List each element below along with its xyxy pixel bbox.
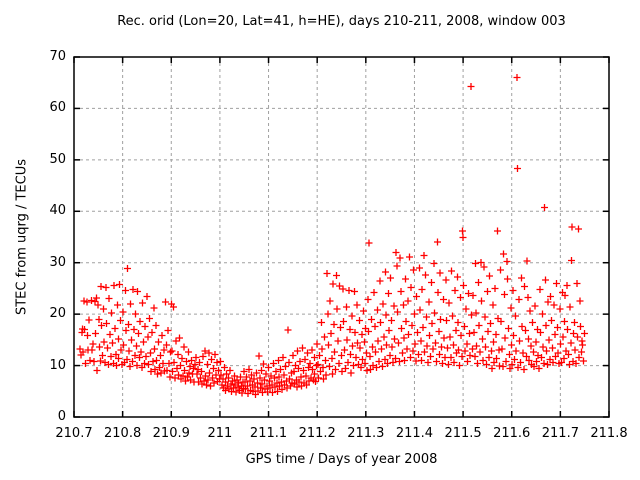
- y-tick-label: 20: [49, 306, 66, 322]
- x-tick-label: 211: [207, 426, 233, 441]
- plot-border: [73, 56, 610, 418]
- y-tick-label: 70: [49, 49, 66, 64]
- x-tick-label: 211.4: [395, 426, 434, 441]
- y-tick-label: 60: [49, 100, 66, 116]
- x-tick-label: 211.8: [590, 426, 628, 441]
- y-tick-label: 0: [57, 409, 66, 424]
- x-tick-label: 211.1: [249, 426, 288, 441]
- x-tick-label: 211.2: [298, 426, 336, 441]
- y-tick-label: 40: [49, 203, 66, 219]
- y-tick-label: 10: [49, 357, 66, 373]
- chart-title: Rec. orid (Lon=20, Lat=41, h=HE), days 2…: [117, 14, 566, 29]
- x-axis-title: GPS time / Days of year 2008: [245, 452, 438, 467]
- data-point-markers: [76, 74, 588, 398]
- axes-and-ticks: [73, 56, 610, 418]
- x-tick-label: 210.7: [55, 426, 93, 441]
- x-tick-label: 210.9: [152, 426, 190, 441]
- x-tick-label: 211.3: [347, 426, 385, 441]
- x-tick-label: 211.7: [541, 426, 579, 441]
- y-tick-label: 30: [49, 254, 66, 270]
- data-points: [76, 74, 588, 398]
- x-tick-label: 211.6: [493, 426, 531, 441]
- x-tick-label: 211.5: [444, 426, 482, 441]
- x-tick-label: 210.8: [104, 426, 142, 441]
- y-tick-label: 50: [49, 151, 66, 167]
